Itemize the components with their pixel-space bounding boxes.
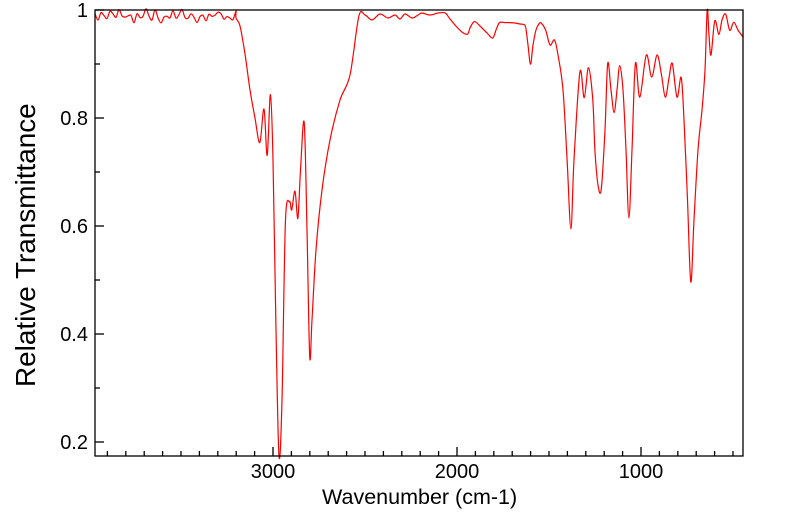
svg-text:2000: 2000 [435,461,480,483]
svg-text:1: 1 [77,0,88,22]
svg-text:0.2: 0.2 [60,432,88,454]
svg-text:0.8: 0.8 [60,108,88,130]
svg-text:0.4: 0.4 [60,324,88,346]
svg-text:1000: 1000 [619,461,664,483]
svg-text:3000: 3000 [251,461,296,483]
svg-text:0.6: 0.6 [60,216,88,238]
